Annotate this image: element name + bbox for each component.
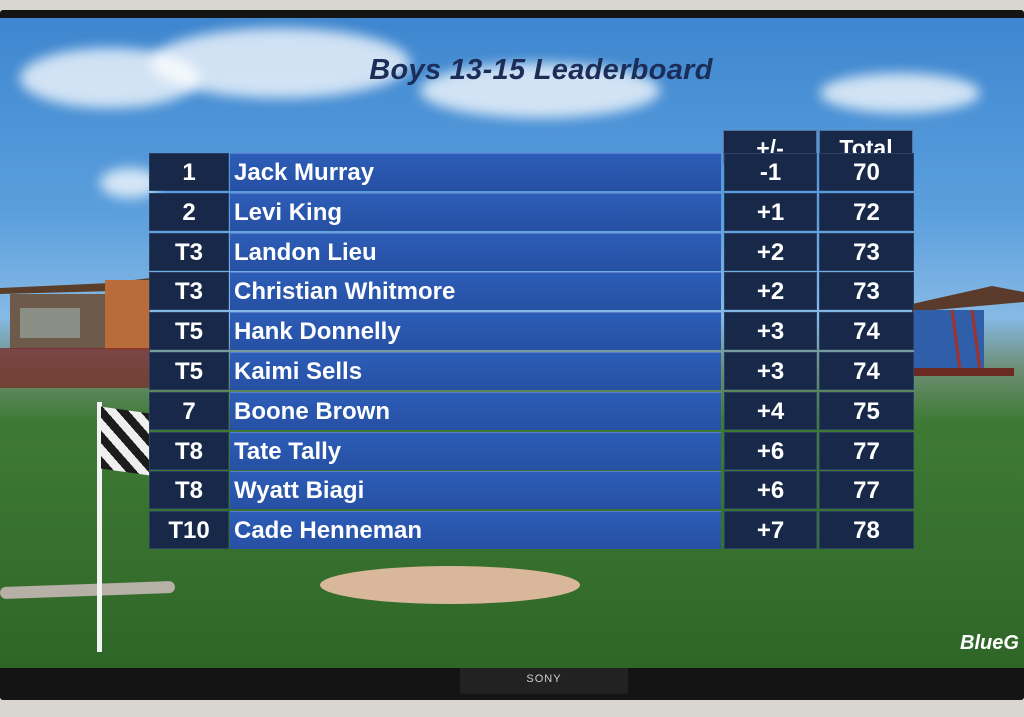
plus-minus-cell: +6 [724, 431, 817, 470]
checkered-flag [101, 406, 149, 476]
player-name: Landon Lieu [230, 232, 721, 271]
leaderboard-table: 1 Jack Murray -1 70 2 Levi King +1 72 T3… [149, 153, 914, 551]
cloud [820, 73, 980, 113]
total-cell: 74 [819, 312, 914, 351]
position-cell: T8 [149, 431, 229, 470]
player-name: Wyatt Biagi [230, 471, 721, 510]
total-cell: 75 [819, 391, 914, 430]
clubhouse-right [912, 286, 1024, 376]
table-row: T5 Hank Donnelly +3 74 [149, 312, 914, 351]
hedge [0, 348, 150, 388]
clubhouse-left [0, 278, 150, 350]
plus-minus-cell: +2 [724, 232, 817, 271]
table-row: 7 Boone Brown +4 75 [149, 391, 914, 430]
position-cell: T3 [149, 232, 229, 271]
total-cell: 74 [819, 351, 914, 390]
plus-minus-cell: +7 [724, 511, 817, 550]
player-name: Kaimi Sells [230, 351, 721, 390]
plus-minus-cell: +3 [724, 312, 817, 351]
total-cell: 78 [819, 511, 914, 550]
player-name: Jack Murray [230, 153, 721, 191]
broadcaster-logo: BlueG [960, 632, 1019, 654]
table-row: T8 Wyatt Biagi +6 77 [149, 471, 914, 510]
player-name: Tate Tally [230, 431, 721, 470]
player-name: Christian Whitmore [230, 272, 721, 311]
total-cell: 73 [819, 232, 914, 271]
plus-minus-cell: +4 [724, 391, 817, 430]
position-cell: T5 [149, 312, 229, 351]
player-name: Levi King [230, 192, 721, 231]
player-name: Hank Donnelly [230, 312, 721, 351]
cart-path [0, 580, 176, 600]
sand-bunker [320, 566, 580, 604]
leaderboard-title: Boys 13-15 Leaderboard [369, 54, 713, 86]
table-row: 1 Jack Murray -1 70 [149, 153, 914, 191]
position-cell: T5 [149, 351, 229, 390]
table-row: T3 Christian Whitmore +2 73 [149, 272, 914, 311]
total-cell: 77 [819, 431, 914, 470]
cloud [150, 28, 410, 98]
position-cell: T8 [149, 471, 229, 510]
total-cell: 70 [819, 153, 914, 191]
total-cell: 72 [819, 192, 914, 231]
table-row: 2 Levi King +1 72 [149, 192, 914, 231]
plus-minus-cell: +1 [724, 192, 817, 231]
position-cell: 1 [149, 153, 229, 191]
tv-brand-label: SONY [460, 668, 628, 694]
table-row: T10 Cade Henneman +7 78 [149, 511, 914, 550]
plus-minus-cell: +3 [724, 351, 817, 390]
position-cell: T10 [149, 511, 229, 550]
plus-minus-cell: +6 [724, 471, 817, 510]
position-cell: 7 [149, 391, 229, 430]
player-name: Cade Henneman [230, 511, 721, 550]
plus-minus-cell: -1 [724, 153, 817, 191]
cloud [420, 63, 660, 118]
total-cell: 73 [819, 272, 914, 311]
position-cell: T3 [149, 272, 229, 311]
total-cell: 77 [819, 471, 914, 510]
plus-minus-cell: +2 [724, 272, 817, 311]
table-row: T5 Kaimi Sells +3 74 [149, 351, 914, 390]
tv-screen: Boys 13-15 Leaderboard +/- Total 1 Jack … [0, 18, 1024, 668]
table-row: T3 Landon Lieu +2 73 [149, 232, 914, 271]
position-cell: 2 [149, 192, 229, 231]
player-name: Boone Brown [230, 391, 721, 430]
flagpole [97, 402, 102, 652]
table-row: T8 Tate Tally +6 77 [149, 431, 914, 470]
